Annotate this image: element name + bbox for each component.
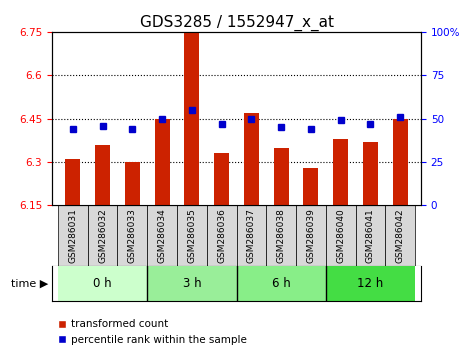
FancyBboxPatch shape — [356, 205, 385, 266]
FancyBboxPatch shape — [147, 205, 177, 266]
FancyBboxPatch shape — [266, 205, 296, 266]
Text: GSM286036: GSM286036 — [217, 208, 226, 263]
Text: GSM286032: GSM286032 — [98, 208, 107, 263]
FancyBboxPatch shape — [326, 266, 415, 301]
Text: 0 h: 0 h — [93, 277, 112, 290]
FancyBboxPatch shape — [296, 205, 326, 266]
Bar — [95, 144, 110, 205]
Bar — [155, 119, 169, 205]
Bar — [363, 142, 378, 205]
FancyBboxPatch shape — [326, 205, 356, 266]
FancyBboxPatch shape — [147, 266, 236, 301]
Text: GSM286034: GSM286034 — [158, 208, 166, 263]
FancyBboxPatch shape — [207, 205, 236, 266]
Text: 12 h: 12 h — [357, 277, 384, 290]
Legend: transformed count, percentile rank within the sample: transformed count, percentile rank withi… — [53, 315, 251, 349]
Text: GSM286038: GSM286038 — [277, 208, 286, 263]
Bar — [304, 168, 318, 205]
FancyBboxPatch shape — [58, 266, 147, 301]
Text: GSM286031: GSM286031 — [69, 208, 78, 263]
Text: GSM286033: GSM286033 — [128, 208, 137, 263]
Bar — [333, 139, 348, 205]
FancyBboxPatch shape — [177, 205, 207, 266]
Bar — [393, 119, 408, 205]
Text: GSM286041: GSM286041 — [366, 208, 375, 263]
Text: GSM286040: GSM286040 — [336, 208, 345, 263]
Title: GDS3285 / 1552947_x_at: GDS3285 / 1552947_x_at — [140, 14, 333, 30]
FancyBboxPatch shape — [117, 205, 147, 266]
Text: 3 h: 3 h — [183, 277, 201, 290]
Text: GSM286042: GSM286042 — [395, 208, 404, 263]
Bar — [184, 32, 199, 205]
Bar — [125, 162, 140, 205]
FancyBboxPatch shape — [88, 205, 117, 266]
Bar — [214, 153, 229, 205]
Text: GSM286035: GSM286035 — [187, 208, 196, 263]
FancyBboxPatch shape — [236, 205, 266, 266]
FancyBboxPatch shape — [385, 205, 415, 266]
Text: time ▶: time ▶ — [11, 278, 48, 288]
Bar — [65, 159, 80, 205]
Bar — [244, 113, 259, 205]
Text: 6 h: 6 h — [272, 277, 290, 290]
FancyBboxPatch shape — [58, 205, 88, 266]
Bar — [274, 148, 289, 205]
Text: GSM286037: GSM286037 — [247, 208, 256, 263]
FancyBboxPatch shape — [236, 266, 326, 301]
Text: GSM286039: GSM286039 — [307, 208, 315, 263]
